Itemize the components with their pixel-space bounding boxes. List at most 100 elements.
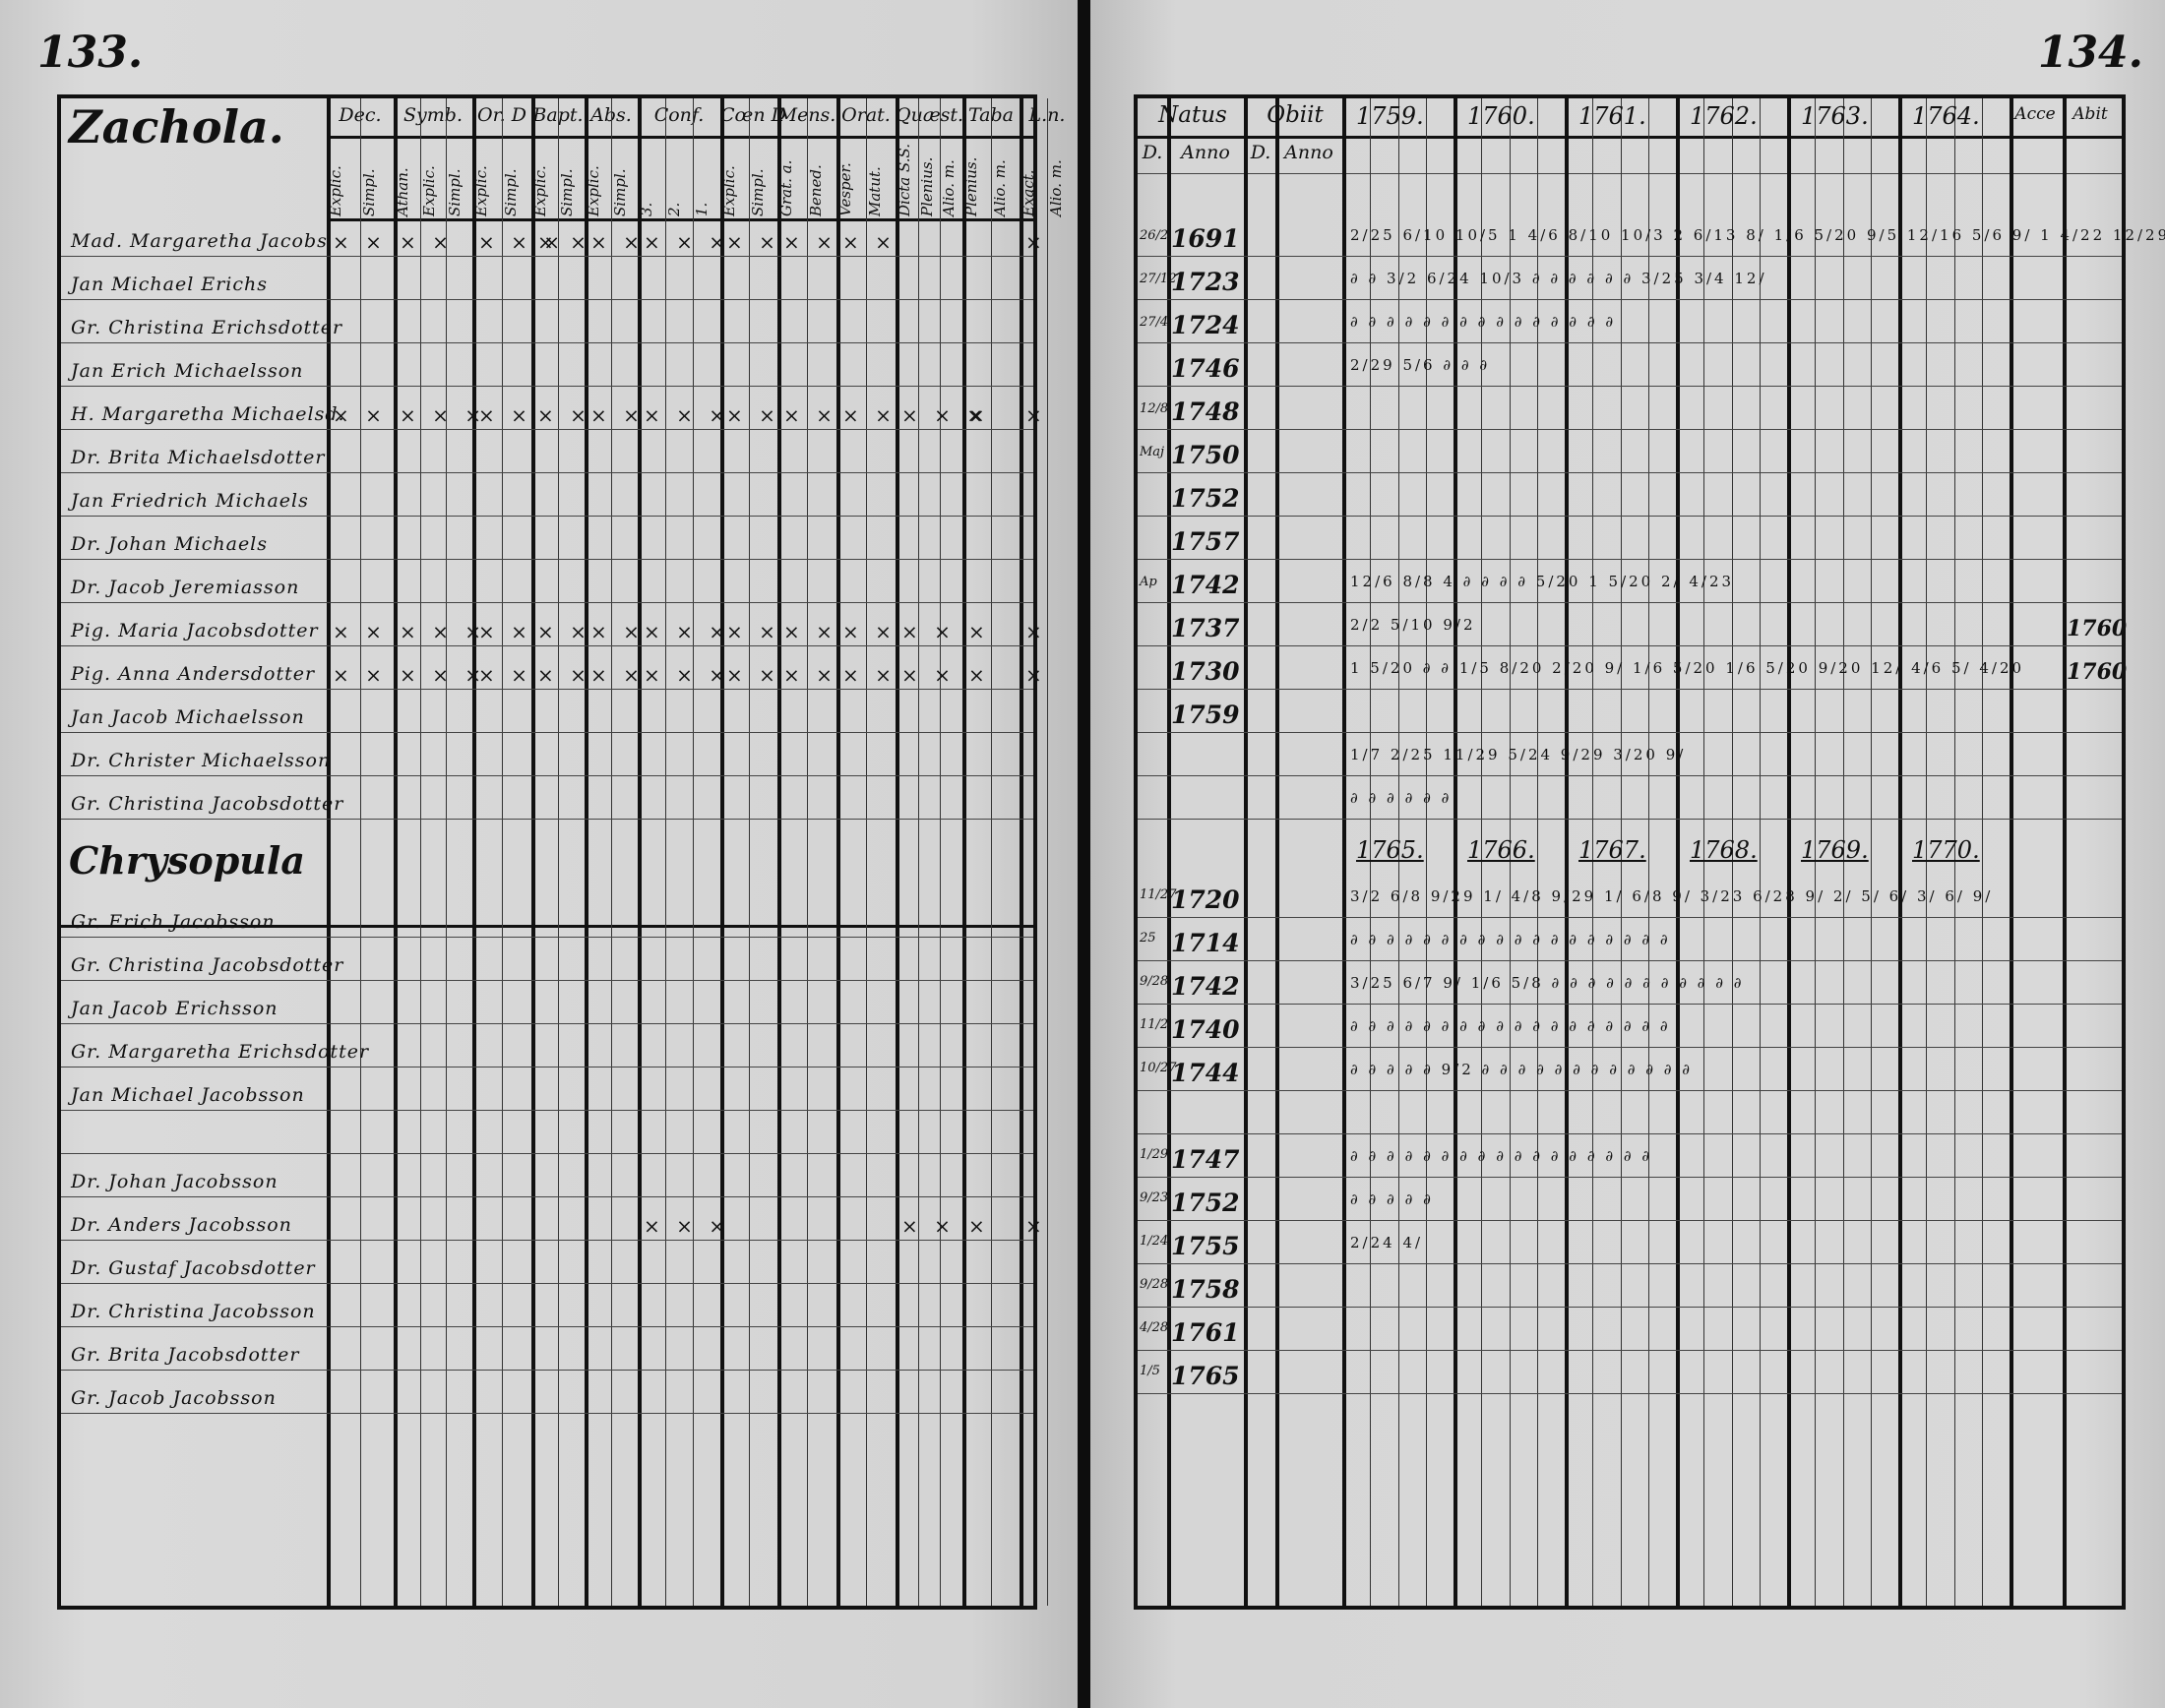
- year-subdivider: [1926, 98, 1928, 1606]
- column-divider: [394, 98, 398, 1606]
- birth-year: 1747: [1171, 1145, 1240, 1174]
- parishioner-name: Dr. Christina Jacobsson: [71, 1301, 316, 1322]
- column-subheader: Alio. m.: [940, 159, 959, 216]
- header-sub-rule-right: [1138, 173, 2122, 174]
- parishioner-name: Dr. Johan Jacobsson: [71, 1171, 278, 1192]
- birth-year: 1691: [1171, 224, 1240, 253]
- exam-mark: ×: [968, 403, 990, 427]
- year-subdivider: [1703, 98, 1705, 1606]
- birth-year: 1737: [1171, 614, 1240, 642]
- exam-mark: ×: [968, 1214, 990, 1238]
- column-subheader: Simpl.: [446, 168, 464, 216]
- section-title: Chrysopula: [69, 838, 305, 883]
- obiit-year-header: Anno: [1284, 142, 1333, 163]
- year-header-mid: 1767.: [1578, 836, 1646, 864]
- exam-mark: × ×: [783, 230, 837, 254]
- column-divider: [896, 98, 899, 1606]
- exam-mark: × ×: [783, 403, 837, 427]
- exam-mark: × ×: [478, 663, 532, 687]
- column-subheader: Explic.: [327, 165, 344, 216]
- parishioner-name: Jan Friedrich Michaels: [71, 490, 309, 512]
- column-subheader: 2.: [665, 202, 683, 216]
- left-register-table: Dec. Explic. Simpl. Symb. Athan. Explic. Simpl…: [57, 94, 1065, 1610]
- column-subheader: Bened.: [807, 164, 825, 216]
- attendance-marks: 3/2 6/8 9/29 1/ 4/8 9/29 1/ 6/8 9/ 3/23 …: [1350, 887, 1994, 905]
- birth-day: 9/28: [1140, 974, 1169, 989]
- column-header: Or. D: [477, 104, 526, 126]
- attendance-marks: 12/6 8/8 4 ∂ ∂ ∂ ∂ 5/20 1 5/20 2/ 4/23: [1350, 573, 1735, 590]
- birth-year: 1742: [1171, 571, 1240, 599]
- column-divider: [327, 98, 331, 1606]
- exam-mark: × × ×: [644, 403, 730, 427]
- exam-mark: × ×: [842, 663, 897, 687]
- year-subdivider: [1620, 98, 1622, 1606]
- row-rule: [1138, 386, 2122, 387]
- birth-year: 1752: [1171, 484, 1240, 513]
- acce-header: Acce: [2014, 104, 2056, 124]
- header-bottom-rule: [327, 218, 1033, 221]
- attendance-marks: ∂ ∂ 3/2 6/24 10/3 ∂ ∂ ∂ ∂ ∂ ∂ 3/25 3/4 1…: [1350, 270, 1767, 287]
- row-rule: [61, 1023, 1033, 1024]
- year-subdivider: [1425, 98, 1427, 1606]
- column-divider: [836, 98, 840, 1606]
- year-subdivider: [1481, 98, 1483, 1606]
- row-rule: [61, 256, 1033, 257]
- row-rule: [1138, 602, 2122, 603]
- exam-mark: × × ×: [644, 1214, 730, 1238]
- obiit-header: Obiit: [1267, 102, 1324, 128]
- birth-day: 9/23: [1140, 1190, 1169, 1205]
- exam-mark: × ×: [590, 663, 645, 687]
- exam-mark: × ×: [478, 620, 532, 643]
- row-rule: [61, 1413, 1033, 1414]
- natus-day-header: D.: [1142, 142, 1163, 163]
- birth-year: 1720: [1171, 885, 1240, 914]
- subcolumn-divider: [807, 98, 808, 1606]
- parishioner-name: Gr. Jacob Jacobsson: [71, 1387, 277, 1409]
- birth-year: 1740: [1171, 1015, 1240, 1044]
- row-rule: [1138, 689, 2122, 690]
- exam-mark: × ×: [842, 230, 897, 254]
- column-divider: [531, 98, 535, 1606]
- header-rule-right: [1138, 136, 2122, 139]
- subcolumn-divider: [558, 98, 559, 1606]
- year-header: 1762.: [1690, 102, 1758, 130]
- year-subdivider: [1731, 98, 1733, 1606]
- year-subdivider: [1981, 98, 1983, 1606]
- row-rule: [1138, 256, 2122, 257]
- section-title: Zachola.: [69, 100, 284, 153]
- attendance-marks: ∂ ∂ ∂ ∂ ∂ ∂ ∂ ∂ ∂ ∂ ∂ ∂ ∂ ∂ ∂ ∂ ∂ ∂: [1350, 1017, 1671, 1035]
- row-rule: [1138, 732, 2122, 733]
- parishioner-name: Mad. Margaretha Jacobs: [71, 230, 328, 252]
- year-subdivider: [1397, 98, 1399, 1606]
- attendance-marks: 1/7 2/25 11/29 5/24 9/29 3/20 9/: [1350, 746, 1687, 763]
- natus-header: Natus: [1158, 102, 1227, 128]
- year-header: 1761.: [1578, 102, 1646, 130]
- parishioner-name: Pig. Maria Jacobsdotter: [71, 620, 319, 641]
- row-rule: [1138, 1133, 2122, 1134]
- row-rule: [1138, 1350, 2122, 1351]
- row-rule: [61, 386, 1033, 387]
- obiit-day-header: D.: [1250, 142, 1271, 163]
- column-subheader: Grat. a.: [777, 159, 795, 216]
- year-divider: [1565, 98, 1569, 1606]
- column-header: Bapt.: [532, 104, 584, 126]
- year-subdivider: [1536, 98, 1538, 1606]
- column-divider: [585, 98, 588, 1606]
- birth-year: 1759: [1171, 701, 1240, 729]
- year-header: 1759.: [1356, 102, 1424, 130]
- row-rule: [1138, 1220, 2122, 1221]
- exam-mark: × ×: [478, 403, 532, 427]
- exam-mark: × × ×: [644, 230, 730, 254]
- year-subdivider: [1509, 98, 1511, 1606]
- birth-year: 1714: [1171, 929, 1240, 957]
- parishioner-name: Gr. Christina Erichsdotter: [71, 317, 343, 338]
- row-rule: [1138, 1393, 2122, 1394]
- exam-mark: ×: [1025, 230, 1047, 254]
- subcolumn-divider: [991, 98, 992, 1606]
- birth-day: Ap: [1140, 575, 1157, 589]
- exam-mark: × ×: [333, 403, 387, 427]
- birth-day: 4/28: [1140, 1320, 1169, 1335]
- page-number-right: 134.: [2037, 28, 2143, 78]
- exam-mark: × ×: [400, 230, 454, 254]
- exam-mark: × ×: [901, 620, 956, 643]
